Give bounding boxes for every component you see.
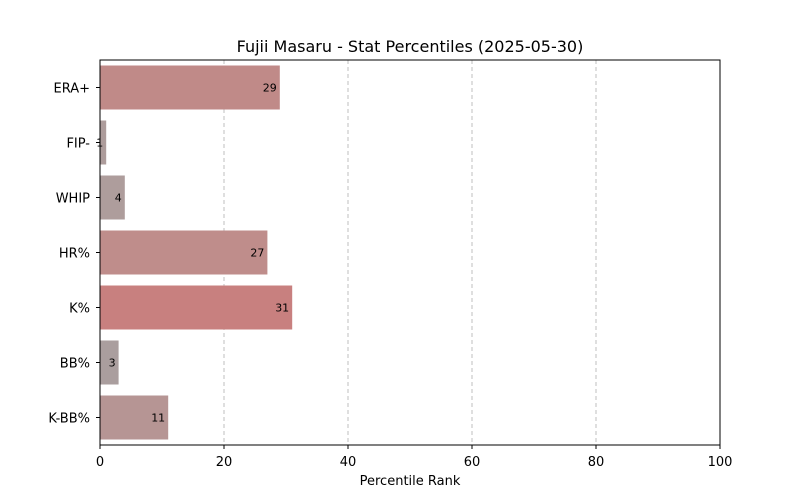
bar [100, 395, 169, 440]
data-label: 4 [115, 192, 122, 205]
x-tick-label: 80 [588, 455, 605, 470]
x-tick-label: 0 [96, 455, 104, 470]
x-axis-ticks: 0 20 40 60 80 100 [96, 445, 733, 470]
bar [100, 285, 293, 330]
y-axis-ticks: ERA+ FIP- WHIP HR% K% BB% K-BB% [48, 82, 100, 427]
bar [100, 175, 125, 220]
data-label: 3 [109, 357, 116, 370]
data-label: 11 [151, 412, 165, 425]
data-label: 27 [250, 247, 264, 260]
gridlines [223, 60, 597, 445]
bar [100, 230, 268, 275]
data-label: 31 [275, 302, 289, 315]
chart-title: Fujii Masaru - Stat Percentiles (2025-05… [237, 37, 584, 56]
y-tick-label: K% [69, 302, 90, 317]
x-tick-label: 40 [340, 455, 357, 470]
bar [100, 340, 119, 385]
y-tick-label: ERA+ [53, 82, 90, 97]
bars [100, 65, 293, 440]
y-tick-label: WHIP [56, 192, 90, 207]
x-tick-label: 100 [708, 455, 733, 470]
y-tick-label: FIP- [66, 137, 90, 152]
bar [100, 65, 280, 110]
x-tick-label: 20 [216, 455, 233, 470]
y-tick-label: BB% [60, 357, 90, 372]
x-tick-label: 60 [464, 455, 481, 470]
y-tick-label: K-BB% [48, 412, 90, 427]
bar [100, 120, 107, 165]
x-axis-label: Percentile Rank [360, 474, 461, 489]
y-tick-label: HR% [59, 247, 90, 262]
data-label: 29 [263, 82, 277, 95]
